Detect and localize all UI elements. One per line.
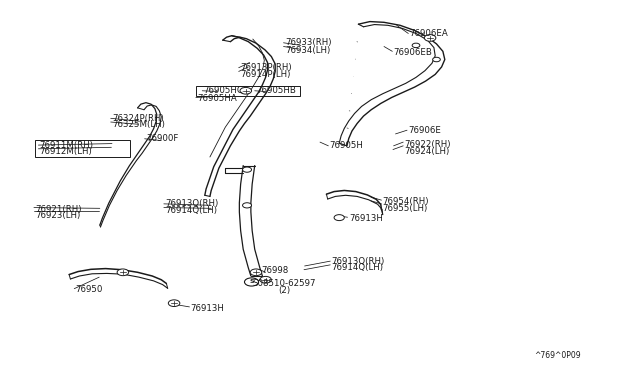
Text: 76912M(LH): 76912M(LH) — [40, 147, 92, 156]
Text: 76913H: 76913H — [191, 304, 225, 312]
Circle shape — [243, 203, 252, 208]
Text: 76905HA: 76905HA — [197, 94, 237, 103]
Circle shape — [260, 276, 271, 283]
Circle shape — [168, 300, 180, 307]
Circle shape — [243, 167, 252, 172]
Text: 76955(LH): 76955(LH) — [383, 204, 428, 213]
Text: 76906EB: 76906EB — [394, 48, 433, 57]
Text: 76998: 76998 — [261, 266, 289, 275]
Text: 76950: 76950 — [76, 285, 103, 294]
Text: ^769^0P09: ^769^0P09 — [534, 351, 581, 360]
Circle shape — [433, 57, 440, 62]
Text: 76325M(LH): 76325M(LH) — [112, 121, 165, 129]
Text: 76906E: 76906E — [408, 126, 441, 135]
Text: 76905HC: 76905HC — [204, 86, 243, 95]
Text: 76900F: 76900F — [146, 134, 179, 143]
Text: S08510-62597: S08510-62597 — [253, 279, 316, 288]
Circle shape — [117, 269, 129, 276]
Text: 76922(RH): 76922(RH) — [404, 140, 451, 149]
Text: 76924(LH): 76924(LH) — [404, 147, 450, 155]
Text: 76906EA: 76906EA — [410, 29, 449, 38]
Text: 76954(RH): 76954(RH) — [383, 197, 429, 206]
Bar — [35, 140, 130, 157]
Text: 76914Q(LH): 76914Q(LH) — [332, 263, 383, 272]
Text: 76921(RH): 76921(RH) — [35, 205, 82, 214]
Text: 76911M(RH): 76911M(RH) — [40, 141, 93, 150]
Text: 76913Q(RH): 76913Q(RH) — [332, 257, 385, 266]
Text: 76914P(LH): 76914P(LH) — [240, 70, 291, 79]
Text: 76913P(RH): 76913P(RH) — [240, 63, 292, 72]
Bar — [196, 86, 300, 96]
Text: 76324P(RH): 76324P(RH) — [112, 114, 164, 123]
Text: (2): (2) — [278, 286, 291, 295]
Circle shape — [240, 87, 252, 94]
Text: 76905H: 76905H — [330, 141, 364, 150]
Circle shape — [250, 269, 262, 276]
Text: 76914Q(LH): 76914Q(LH) — [165, 206, 217, 215]
Circle shape — [424, 35, 436, 41]
Text: 76923(LH): 76923(LH) — [35, 211, 81, 220]
Circle shape — [244, 278, 259, 286]
Circle shape — [412, 43, 420, 48]
Text: 76905HB: 76905HB — [256, 86, 296, 95]
Text: 76933(RH): 76933(RH) — [285, 38, 332, 47]
Circle shape — [334, 215, 344, 221]
Text: S: S — [249, 279, 254, 285]
Text: 76934(LH): 76934(LH) — [285, 46, 330, 55]
Text: 76913Q(RH): 76913Q(RH) — [165, 199, 218, 208]
Text: 76913H: 76913H — [349, 214, 383, 223]
